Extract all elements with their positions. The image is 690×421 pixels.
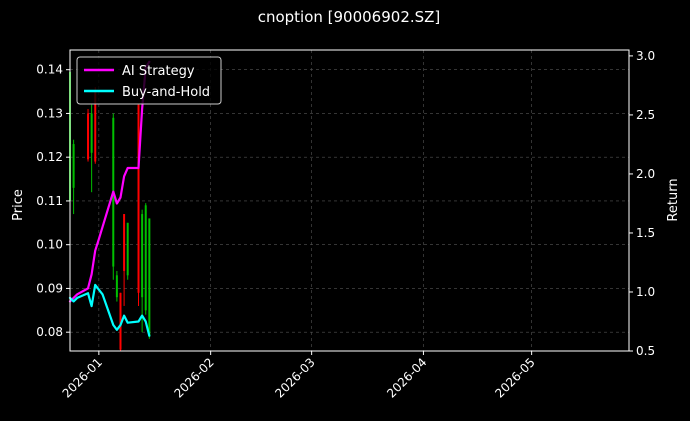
y-tick-label-right: 2.0 [636, 167, 655, 181]
y-axis-left: 0.08 0.09 0.10 0.11 0.12 0.13 0.14 [36, 63, 70, 339]
y-tick-label-left: 0.11 [36, 194, 63, 208]
series-line-ai-strategy [68, 60, 151, 303]
y-tick-label-right: 2.5 [636, 108, 655, 122]
candle-body [141, 214, 144, 298]
y-axis-label-right: Return [666, 178, 681, 221]
candle-body [115, 275, 118, 298]
series-line-buy-and-hold [68, 283, 151, 337]
candle-body [119, 292, 122, 350]
y-tick-label-right: 1.5 [636, 226, 655, 240]
candle-body [126, 222, 129, 276]
candle-body [144, 205, 147, 311]
candle-body [123, 214, 126, 271]
y-tick-label-left: 0.09 [36, 281, 63, 295]
candle-body [148, 218, 151, 337]
y-axis-right: 0.5 1.0 1.5 2.0 2.5 3.0 [629, 49, 655, 358]
y-tick-label-left: 0.12 [36, 150, 63, 164]
candle-body [94, 91, 97, 162]
legend: AI Strategy Buy-and-Hold [76, 56, 222, 105]
legend-label-buy-and-hold: Buy-and-Hold [122, 85, 210, 100]
y-tick-label-left: 0.10 [36, 238, 63, 252]
series-lines [68, 60, 151, 337]
chart-title: cnoption [90006902.SZ] [258, 8, 441, 26]
y-tick-label-left: 0.14 [36, 63, 63, 77]
candle-body [72, 144, 75, 188]
y-tick-label-left: 0.13 [36, 106, 63, 120]
y-axis-label-left: Price [11, 189, 26, 221]
legend-label-ai-strategy: AI Strategy [122, 64, 195, 79]
y-tick-label-right: 0.5 [636, 344, 655, 358]
candle-body [137, 104, 140, 293]
y-tick-label-left: 0.08 [36, 325, 63, 339]
candlesticks [69, 60, 151, 351]
candle-body [87, 113, 90, 160]
y-tick-label-right: 1.0 [636, 285, 655, 299]
y-tick-label-right: 3.0 [636, 49, 655, 63]
candle-body [90, 113, 93, 153]
